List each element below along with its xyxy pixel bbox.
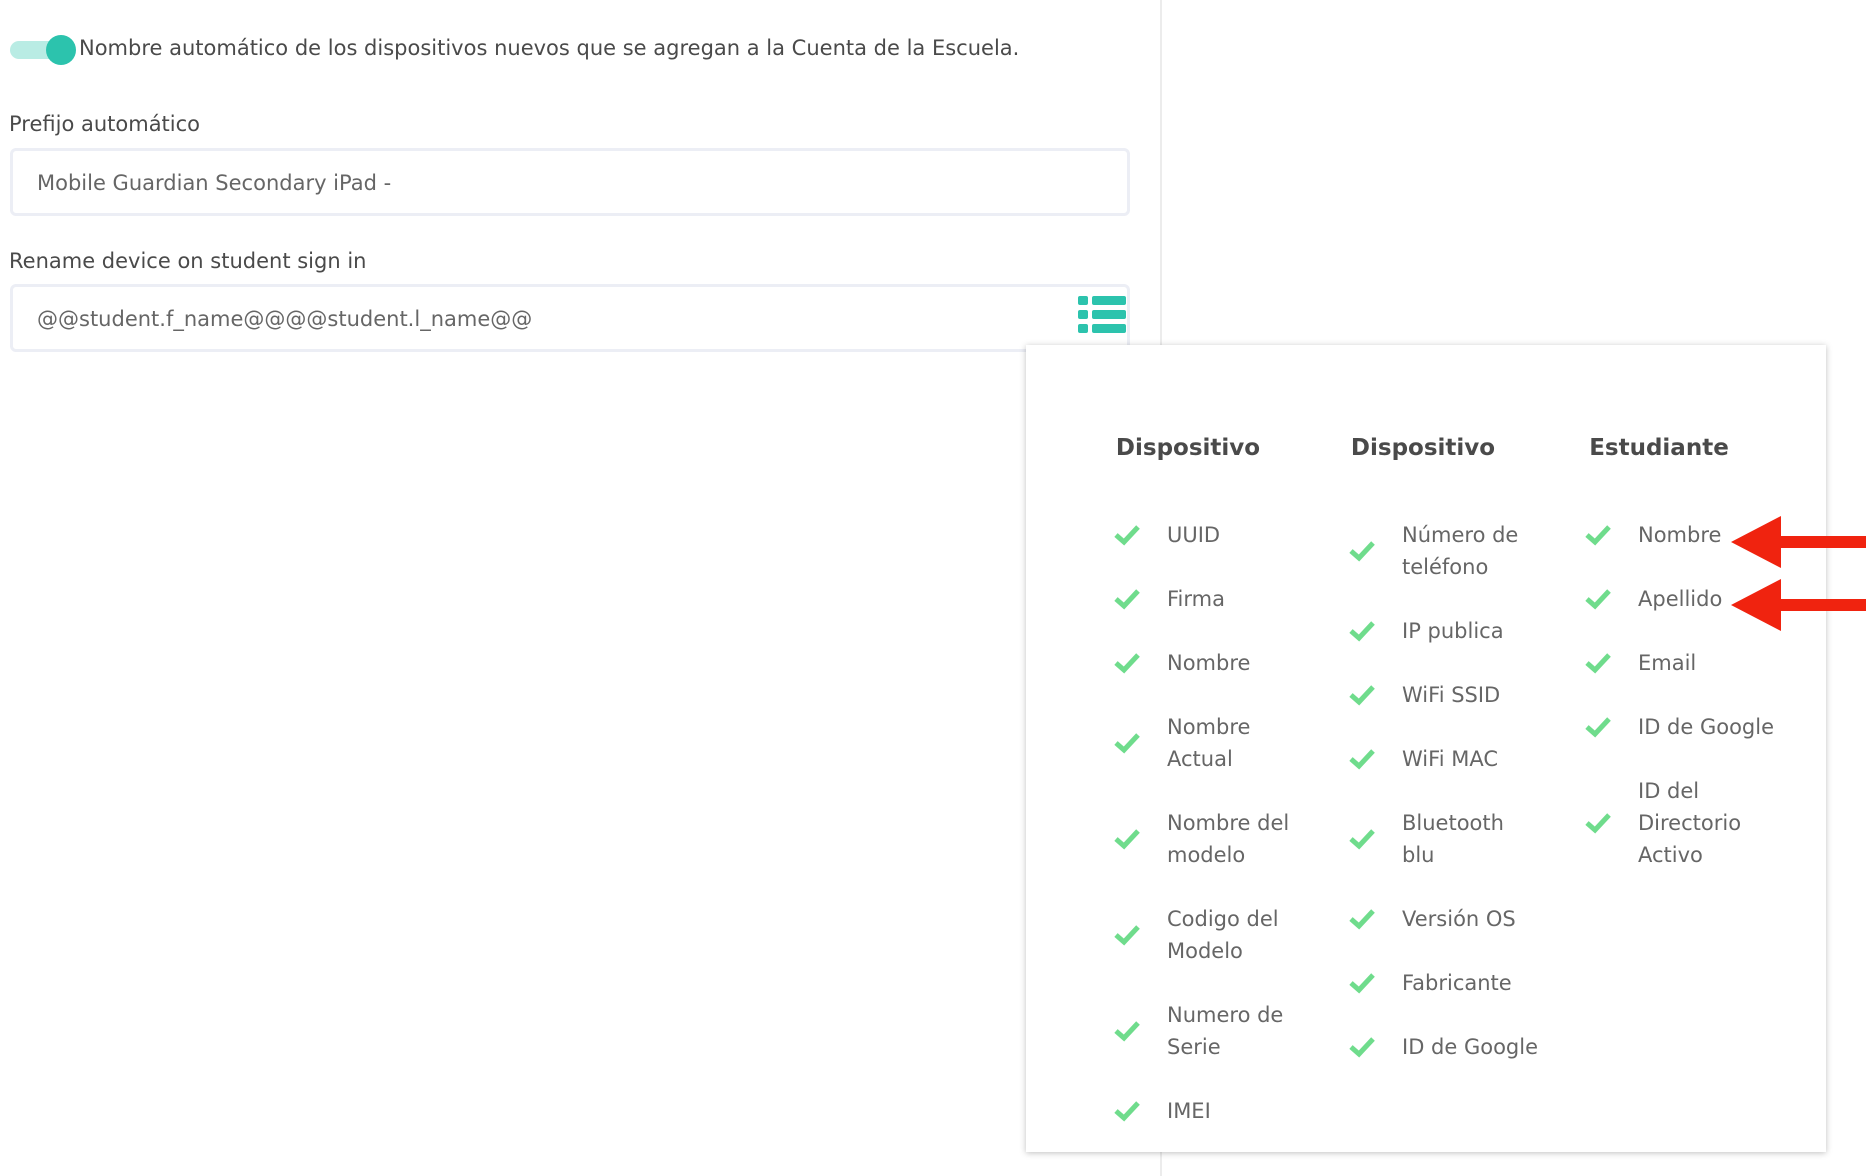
- check-icon: [1114, 525, 1140, 546]
- option-label: Versión OS: [1402, 907, 1516, 931]
- auto-name-toggle[interactable]: [10, 35, 76, 65]
- check-icon: [1114, 1101, 1140, 1122]
- variable-option[interactable]: Codigo del Modelo: [1113, 903, 1313, 967]
- column-title: Dispositivo: [1350, 435, 1496, 461]
- variable-option[interactable]: Versión OS: [1348, 903, 1548, 935]
- variables-button[interactable]: [1078, 296, 1126, 334]
- variable-option[interactable]: WiFi MAC: [1348, 743, 1548, 775]
- option-label: WiFi SSID: [1402, 683, 1501, 707]
- check-icon: [1114, 1021, 1140, 1042]
- field-label: Prefijo automático: [9, 112, 201, 136]
- check-icon: [1114, 653, 1140, 674]
- check-icon: [1114, 925, 1140, 946]
- option-label: ID del Directorio Activo: [1638, 779, 1742, 867]
- toggle-label: Nombre automático de los dispositivos nu…: [79, 36, 1020, 60]
- option-label: Nombre: [1167, 651, 1251, 675]
- option-label: Nombre del modelo: [1167, 811, 1290, 867]
- check-icon: [1349, 1037, 1375, 1058]
- variable-option[interactable]: Nombre Actual: [1113, 711, 1313, 775]
- red-arrow: [1731, 579, 1866, 631]
- variable-option[interactable]: IP publica: [1348, 615, 1548, 647]
- variable-option[interactable]: ID de Google: [1348, 1031, 1548, 1063]
- variable-option[interactable]: Numero de Serie: [1113, 999, 1313, 1063]
- option-label: ID de Google: [1402, 1035, 1539, 1059]
- text-input[interactable]: @@student.f_name@@@@student.l_name@@: [10, 284, 1130, 352]
- check-icon: [1585, 717, 1611, 738]
- red-arrow: [1731, 516, 1866, 568]
- option-label: Codigo del Modelo: [1167, 907, 1279, 963]
- variable-option[interactable]: Nombre del modelo: [1113, 807, 1313, 871]
- check-icon: [1585, 589, 1611, 610]
- check-icon: [1585, 525, 1611, 546]
- variable-option[interactable]: Número de teléfono: [1348, 519, 1548, 583]
- variable-option[interactable]: UUID: [1113, 519, 1313, 551]
- check-icon: [1114, 589, 1140, 610]
- check-icon: [1585, 813, 1611, 834]
- option-label: Número de teléfono: [1402, 523, 1519, 579]
- variable-option[interactable]: Firma: [1113, 583, 1313, 615]
- column-title: Dispositivo: [1115, 435, 1261, 461]
- option-label: Nombre Actual: [1167, 715, 1251, 771]
- check-icon: [1349, 909, 1375, 930]
- option-label: Numero de Serie: [1167, 1003, 1284, 1059]
- variable-option[interactable]: Nombre: [1113, 647, 1313, 679]
- check-icon: [1349, 829, 1375, 850]
- variable-option[interactable]: ID de Google: [1584, 711, 1784, 743]
- variable-option[interactable]: WiFi SSID: [1348, 679, 1548, 711]
- option-label: Nombre: [1638, 523, 1722, 547]
- check-icon: [1114, 829, 1140, 850]
- variable-option[interactable]: Email: [1584, 647, 1784, 679]
- option-label: IMEI: [1167, 1099, 1211, 1123]
- option-label: Fabricante: [1402, 971, 1512, 995]
- check-icon: [1349, 973, 1375, 994]
- variable-option[interactable]: Apellido: [1584, 583, 1784, 615]
- field-label: Rename device on student sign in: [9, 249, 367, 273]
- check-icon: [1114, 733, 1140, 754]
- column-title: Estudiante: [1589, 435, 1729, 461]
- option-label: IP publica: [1402, 619, 1504, 643]
- text-input[interactable]: Mobile Guardian Secondary iPad -: [10, 148, 1130, 216]
- check-icon: [1585, 653, 1611, 674]
- check-icon: [1349, 685, 1375, 706]
- option-label: UUID: [1167, 523, 1221, 547]
- variable-option[interactable]: Nombre: [1584, 519, 1784, 551]
- variable-option[interactable]: Bluetooth blu: [1348, 807, 1548, 871]
- variables-popup: Dispositivo UUID Firma Nombre Nombre Actual N…: [1026, 345, 1826, 1152]
- picker-column: Dispositivo Número de teléfono IP publica W…: [1348, 435, 1548, 1095]
- option-label: Apellido: [1638, 587, 1723, 611]
- variable-option[interactable]: ID del Directorio Activo: [1584, 775, 1784, 871]
- option-label: WiFi MAC: [1402, 747, 1498, 771]
- check-icon: [1349, 749, 1375, 770]
- option-label: Firma: [1167, 587, 1225, 611]
- check-icon: [1349, 621, 1375, 642]
- variable-option[interactable]: IMEI: [1113, 1095, 1313, 1127]
- input-value: Mobile Guardian Secondary iPad -: [37, 171, 392, 195]
- picker-column: Dispositivo UUID Firma Nombre Nombre Actual N…: [1113, 435, 1313, 1159]
- check-icon: [1349, 541, 1375, 562]
- option-label: Bluetooth blu: [1402, 811, 1504, 867]
- option-label: ID de Google: [1638, 715, 1775, 739]
- variable-option[interactable]: Fabricante: [1348, 967, 1548, 999]
- picker-column: Estudiante Nombre Apellido Email ID de Googl…: [1584, 435, 1784, 903]
- option-label: Email: [1638, 651, 1697, 675]
- input-value: @@student.f_name@@@@student.l_name@@: [37, 307, 533, 331]
